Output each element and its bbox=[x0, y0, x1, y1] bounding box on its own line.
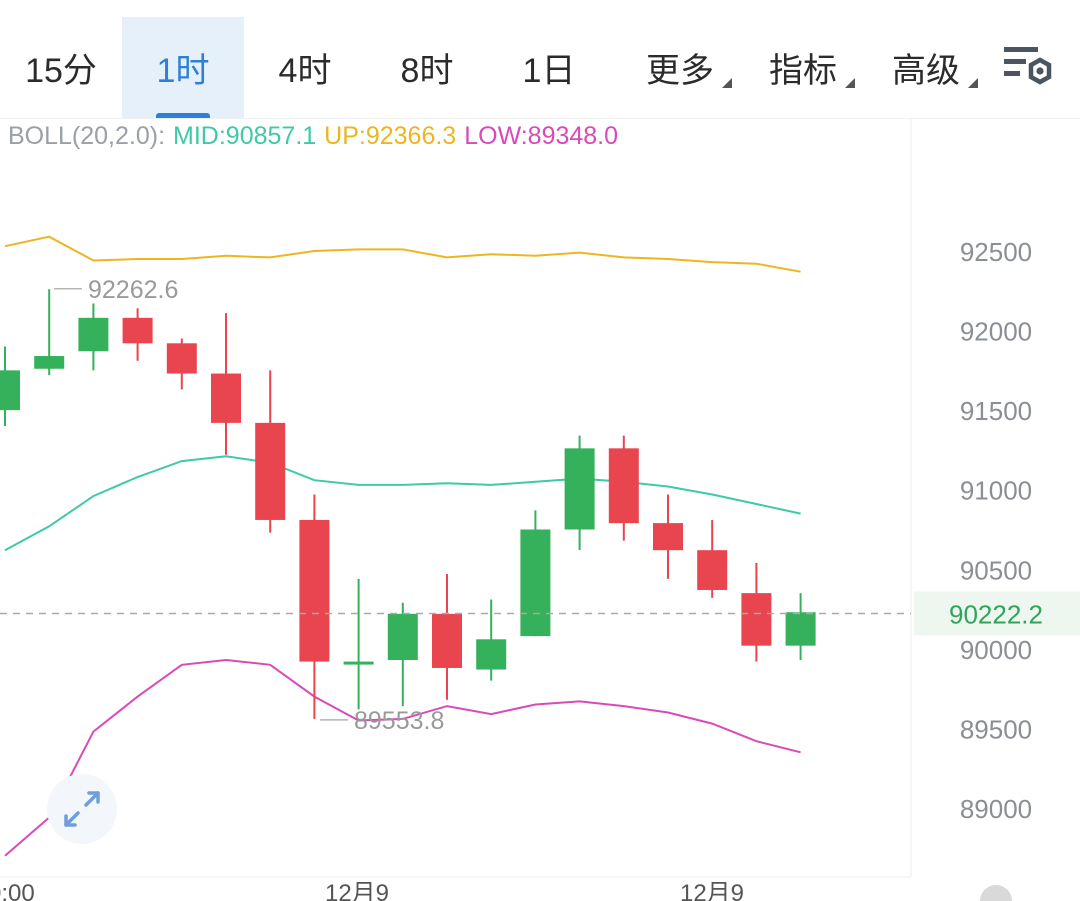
tab-1h[interactable]: 1时 bbox=[122, 17, 244, 118]
dropdown-triangle-icon bbox=[722, 78, 732, 88]
tab-label: 更多 bbox=[646, 52, 714, 90]
time-axis-label: 12月9 bbox=[680, 880, 744, 901]
dropdown-triangle-icon bbox=[845, 78, 855, 88]
candle-body bbox=[78, 317, 109, 352]
down-candle bbox=[432, 574, 462, 700]
up-candle bbox=[34, 289, 65, 376]
candle-body bbox=[343, 661, 374, 665]
price-tick-label: 91000 bbox=[960, 476, 1032, 506]
time-axis-label: 12月9 bbox=[325, 880, 389, 901]
candlestick-chart[interactable]: 92500 92000 91500 91000 90500 90000 89500 89000… bbox=[0, 119, 1080, 901]
boll-mid-line bbox=[4, 455, 801, 552]
dropdown-triangle-icon bbox=[968, 78, 978, 88]
current-price-badge bbox=[914, 591, 1080, 636]
down-candle bbox=[608, 435, 639, 541]
candle-body bbox=[122, 317, 153, 344]
price-tick-label: 92000 bbox=[960, 317, 1032, 347]
boll-params: BOLL(20,2.0): bbox=[8, 122, 166, 150]
price-axis: 92500 92000 91500 91000 90500 90000 89500 89000 bbox=[960, 237, 1032, 824]
chart-settings-button[interactable] bbox=[1002, 44, 1056, 86]
boll-low-value: LOW:89348.0 bbox=[464, 122, 619, 150]
candle-body bbox=[697, 550, 728, 590]
price-tick-label: 92500 bbox=[960, 237, 1032, 267]
down-candle bbox=[697, 519, 728, 598]
down-candle bbox=[741, 562, 772, 662]
tab-indicators[interactable]: 指标 bbox=[753, 17, 855, 118]
tab-label: 1时 bbox=[156, 52, 210, 90]
tab-label: 8时 bbox=[400, 52, 454, 90]
candle-body bbox=[211, 373, 241, 423]
min-price-label: 89553.8 bbox=[354, 707, 444, 735]
up-candle bbox=[78, 303, 109, 371]
candle-body bbox=[520, 529, 551, 637]
time-axis: 0:00 12月9 12月9 bbox=[0, 880, 1012, 901]
boll-legend: BOLL(20,2.0): MID:90857.1 UP:92366.3 LOW:89… bbox=[8, 122, 626, 151]
up-candle bbox=[0, 346, 20, 427]
up-candle bbox=[343, 578, 374, 710]
timeframe-toolbar: 15分 1时 4时 8时 1日 更多 指标 高级 bbox=[0, 0, 1080, 119]
bollinger-bands bbox=[4, 235, 801, 857]
candle-body bbox=[653, 523, 683, 551]
candles bbox=[0, 289, 816, 719]
candle-body bbox=[387, 613, 418, 660]
boll-up-value: UP:92366.3 bbox=[324, 122, 457, 150]
candle-body bbox=[564, 448, 595, 530]
tab-4h[interactable]: 4时 bbox=[244, 17, 366, 118]
candle-body bbox=[432, 613, 462, 668]
price-tick-label: 91500 bbox=[960, 396, 1032, 426]
chart-settings-icon bbox=[1004, 47, 1052, 85]
price-tick-label: 89000 bbox=[960, 794, 1032, 824]
scroll-to-latest-icon bbox=[980, 885, 1012, 901]
candle-body bbox=[785, 612, 816, 646]
price-tick-label: 90500 bbox=[960, 555, 1032, 585]
up-candle bbox=[476, 599, 507, 681]
tab-1d[interactable]: 1日 bbox=[488, 17, 610, 118]
candle-body bbox=[34, 356, 65, 369]
candle-body bbox=[741, 593, 772, 646]
tab-label: 4时 bbox=[278, 52, 332, 90]
candle-body bbox=[476, 639, 507, 670]
expand-arrows-icon bbox=[64, 791, 100, 827]
tab-advanced[interactable]: 高级 bbox=[876, 17, 978, 118]
down-candle bbox=[211, 313, 241, 455]
down-candle bbox=[653, 494, 683, 579]
down-candle bbox=[166, 338, 197, 390]
tab-label: 15分 bbox=[25, 52, 97, 90]
candle-body bbox=[0, 370, 20, 411]
candle-body bbox=[299, 519, 330, 662]
up-candle bbox=[387, 602, 418, 707]
current-price-label: 90222.2 bbox=[949, 599, 1043, 629]
boll-low-line bbox=[4, 658, 801, 857]
tab-15m[interactable]: 15分 bbox=[0, 17, 122, 118]
time-axis-label: 0:00 bbox=[0, 880, 35, 901]
price-tick-label: 90000 bbox=[960, 635, 1032, 665]
tab-8h[interactable]: 8时 bbox=[366, 17, 488, 118]
boll-mid-value: MID:90857.1 bbox=[173, 122, 317, 150]
expand-chart-button[interactable] bbox=[47, 774, 117, 844]
annotations: 90222.2 92262.6 89553.8 bbox=[0, 276, 1080, 735]
max-price-label: 92262.6 bbox=[88, 276, 178, 304]
down-candle bbox=[122, 308, 153, 361]
down-candle bbox=[255, 370, 286, 533]
up-candle bbox=[564, 435, 595, 551]
tab-label: 1日 bbox=[522, 52, 576, 90]
candle-body bbox=[608, 448, 639, 524]
candle-body bbox=[166, 343, 197, 374]
up-candle bbox=[520, 510, 551, 637]
active-tab-indicator bbox=[156, 113, 210, 118]
price-tick-label: 89500 bbox=[960, 714, 1032, 744]
tab-label: 指标 bbox=[769, 52, 837, 90]
up-candle bbox=[785, 593, 816, 660]
tab-more[interactable]: 更多 bbox=[630, 17, 732, 118]
candle-body bbox=[255, 422, 286, 520]
boll-up-line bbox=[4, 235, 801, 273]
down-candle bbox=[299, 494, 330, 719]
tab-label: 高级 bbox=[892, 52, 960, 90]
